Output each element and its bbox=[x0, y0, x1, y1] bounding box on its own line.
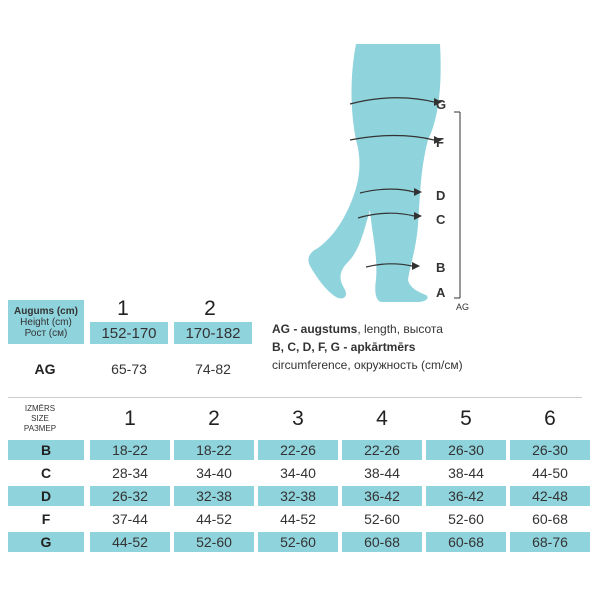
size-col-6: 6 bbox=[544, 407, 556, 430]
legend-line-3: circumference, окружность (cm/см) bbox=[272, 358, 463, 372]
ag-value-1: 65-73 bbox=[111, 361, 147, 377]
size-cell-f-2: 44-52 bbox=[196, 511, 232, 527]
size-cell-c-3: 34-40 bbox=[280, 465, 316, 481]
height-col-2: 2 bbox=[204, 297, 216, 320]
size-cell-b-4: 22-26 bbox=[342, 440, 422, 460]
size-row-label-d: D bbox=[8, 486, 84, 506]
height-col-1: 1 bbox=[117, 297, 129, 320]
height-value-1: 152-170 bbox=[90, 322, 168, 344]
size-cell-f-3: 44-52 bbox=[280, 511, 316, 527]
size-header-line3: РАЗМЕР bbox=[23, 424, 57, 433]
size-row-label-f: F bbox=[41, 511, 51, 527]
legend-line-2: B, C, D, F, G - apkārtmērs bbox=[272, 340, 416, 354]
size-col-1: 1 bbox=[124, 407, 136, 430]
size-cell-d-4: 36-42 bbox=[342, 486, 422, 506]
size-cell-b-6: 26-30 bbox=[510, 440, 590, 460]
leg-silhouette bbox=[308, 44, 441, 302]
size-cell-b-2: 18-22 bbox=[174, 440, 254, 460]
legend-ag-desc: , length, высота bbox=[357, 322, 443, 336]
size-cell-d-3: 32-38 bbox=[258, 486, 338, 506]
height-header-line3: Рост (см) bbox=[24, 327, 68, 339]
label-f: F bbox=[436, 135, 444, 150]
size-cell-g-4: 60-68 bbox=[342, 532, 422, 552]
size-header-line2: SIZE bbox=[31, 414, 49, 423]
height-header-line1: Augums (cm) bbox=[14, 305, 78, 317]
size-cell-g-5: 60-68 bbox=[426, 532, 506, 552]
size-row-label-b: B bbox=[8, 440, 84, 460]
size-cell-c-5: 38-44 bbox=[448, 465, 484, 481]
label-a: A bbox=[436, 285, 446, 300]
size-col-4: 4 bbox=[376, 407, 388, 430]
size-cell-c-2: 34-40 bbox=[196, 465, 232, 481]
size-col-2: 2 bbox=[208, 407, 220, 430]
size-cell-g-2: 52-60 bbox=[174, 532, 254, 552]
size-col-5: 5 bbox=[460, 407, 472, 430]
size-cell-d-6: 42-48 bbox=[510, 486, 590, 506]
size-col-3: 3 bbox=[292, 407, 304, 430]
size-cell-b-5: 26-30 bbox=[426, 440, 506, 460]
size-cell-b-3: 22-26 bbox=[258, 440, 338, 460]
size-cell-g-6: 68-76 bbox=[510, 532, 590, 552]
size-cell-f-5: 52-60 bbox=[448, 511, 484, 527]
section-divider bbox=[8, 397, 582, 398]
label-b: B bbox=[436, 260, 446, 275]
size-cell-g-3: 52-60 bbox=[258, 532, 338, 552]
size-cell-b-1: 18-22 bbox=[90, 440, 170, 460]
height-header-box: Augums (cm) Height (cm) Рост (см) bbox=[8, 300, 84, 344]
size-cell-f-4: 52-60 bbox=[364, 511, 400, 527]
size-cell-c-1: 28-34 bbox=[112, 465, 148, 481]
size-cell-c-6: 44-50 bbox=[532, 465, 568, 481]
size-cell-f-6: 60-68 bbox=[532, 511, 568, 527]
leg-measurement-figure bbox=[308, 44, 461, 302]
legend-ag-term: AG - augstums bbox=[272, 322, 358, 336]
height-header-line2: Height (cm) bbox=[20, 316, 72, 328]
ag-value-2: 74-82 bbox=[195, 361, 231, 377]
label-ag: AG bbox=[456, 302, 470, 312]
size-cell-c-4: 38-44 bbox=[364, 465, 400, 481]
size-row-label-c: C bbox=[40, 465, 52, 481]
size-header: IZMĒRS SIZE РАЗМЕР bbox=[10, 404, 70, 434]
size-cell-g-1: 44-52 bbox=[90, 532, 170, 552]
legend-line-1: AG - augstums, length, высота bbox=[272, 322, 443, 336]
size-cell-d-1: 26-32 bbox=[90, 486, 170, 506]
label-g: G bbox=[436, 97, 447, 112]
height-value-2: 170-182 bbox=[174, 322, 252, 344]
label-c: C bbox=[436, 212, 446, 227]
size-row-label-g: G bbox=[8, 532, 84, 552]
size-cell-d-5: 36-42 bbox=[426, 486, 506, 506]
ag-row-label: AG bbox=[34, 361, 56, 377]
size-cell-f-1: 37-44 bbox=[112, 511, 148, 527]
label-d: D bbox=[436, 188, 446, 203]
size-cell-d-2: 32-38 bbox=[174, 486, 254, 506]
size-header-line1: IZMĒRS bbox=[24, 404, 56, 413]
